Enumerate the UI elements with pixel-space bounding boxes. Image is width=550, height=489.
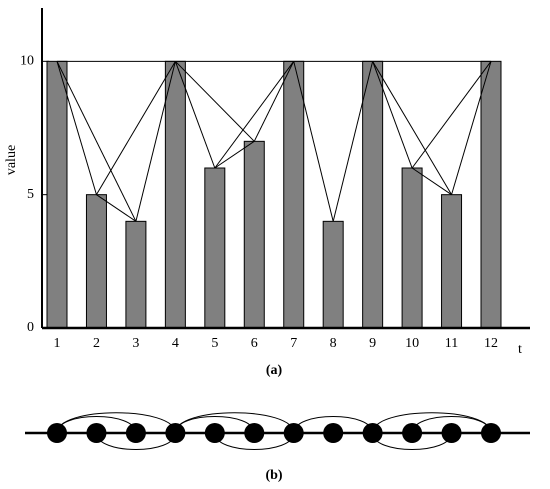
graph-arc [174,412,295,434]
visibility-edge [372,61,452,195]
graph-node [323,423,344,443]
visibility-edge [214,61,295,169]
graph-node [441,423,462,443]
bar [125,220,147,329]
graph-node [165,423,186,443]
graph-arc [56,412,176,434]
x-tick-label: 9 [369,336,376,351]
bar [441,194,463,329]
bar [46,60,68,329]
y-tick-label: 10 [20,54,34,69]
y-tick-label: 0 [27,320,34,335]
visibility-edge [96,194,137,222]
bar [243,140,265,329]
visibility-edge [135,61,176,222]
x-tick-label: 3 [132,336,139,351]
bar [204,167,226,329]
y-tick-label: 5 [27,187,34,202]
caption: (a) [266,363,283,378]
graph-node [244,423,265,443]
visibility-edge [411,61,492,169]
bar [283,60,305,329]
bar [362,60,384,329]
visibility-edge [174,61,216,169]
y-axis-label: value [4,145,19,175]
bar [401,167,423,329]
visibility-edge [56,61,137,222]
x-tick-label: 7 [290,336,297,351]
x-tick-label: 11 [445,336,458,351]
bar [322,220,344,329]
visibility-edge [293,61,334,222]
x-axis-label: t [518,342,522,357]
x-tick-label: 5 [211,336,218,351]
bar [85,194,107,329]
graph-node [362,423,383,443]
graph-node [125,423,146,443]
graph-node [481,423,501,443]
visibility-edge [332,61,374,222]
visibility-edge [214,140,255,169]
visibility-edge [56,61,97,195]
x-tick-label: 4 [172,336,179,351]
visibility-edge [451,61,492,195]
x-tick-label: 10 [405,336,419,351]
caption: (b) [265,468,282,483]
bar [480,60,502,329]
visibility-edge [175,60,255,142]
bar [164,60,186,329]
x-tick-label: 6 [251,336,258,351]
graph-arc [372,412,492,434]
visibility-edge [372,61,413,169]
x-tick-label: 2 [93,336,100,351]
visibility-edge [253,61,295,142]
graph-node [86,423,107,443]
x-tick-label: 12 [484,336,498,351]
graph-node [204,423,225,443]
visibility-edge [96,61,176,195]
x-tick-label: 8 [330,336,337,351]
visibility-edge [411,167,452,196]
x-tick-label: 1 [54,336,61,351]
graph-node [47,423,67,443]
graph-node [283,423,304,443]
graph-node [402,423,423,443]
